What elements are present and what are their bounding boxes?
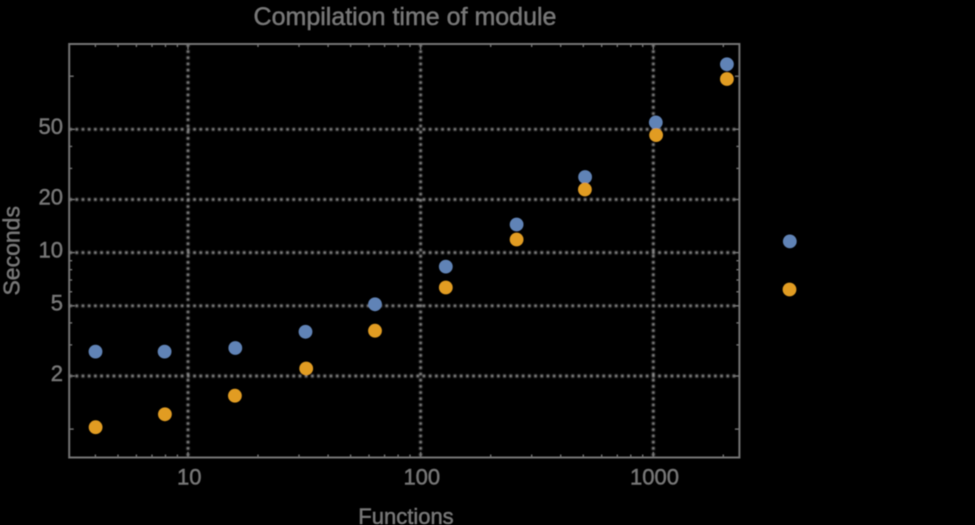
svg-text:10: 10 (39, 237, 63, 262)
svg-text:20: 20 (39, 184, 63, 209)
svg-text:10: 10 (177, 464, 201, 489)
svg-text:Functions: Functions (358, 504, 453, 525)
svg-text:Seconds: Seconds (0, 206, 25, 296)
svg-text:5: 5 (51, 291, 63, 316)
svg-text:1000: 1000 (630, 464, 679, 489)
svg-text:100: 100 (403, 464, 440, 489)
svg-text:50: 50 (39, 114, 63, 139)
svg-text:2: 2 (51, 361, 63, 386)
svg-text:Compilation time of module: Compilation time of module (254, 3, 557, 31)
